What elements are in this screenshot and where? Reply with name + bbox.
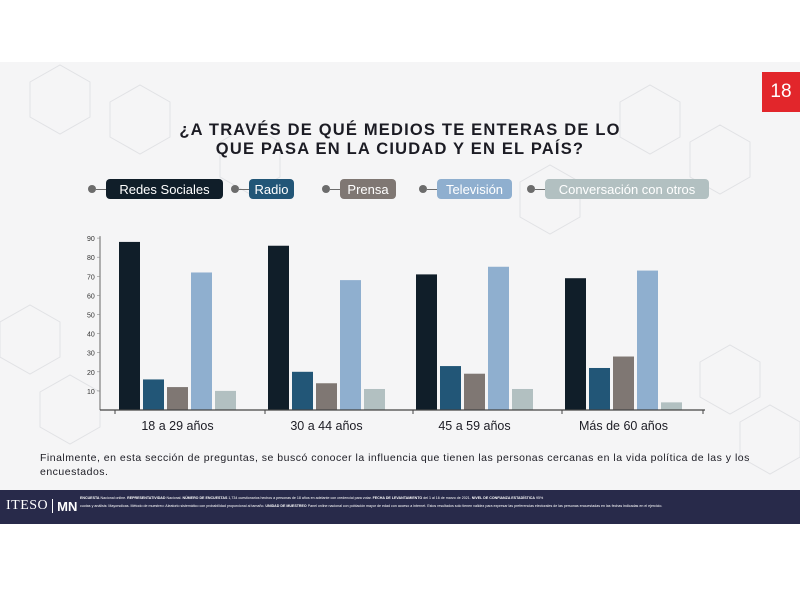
x-category-label: 18 a 29 años bbox=[141, 419, 213, 433]
footer-text: Estos resultados solo tienen validez par… bbox=[427, 504, 663, 508]
legend-item-television: Televisión bbox=[419, 178, 512, 200]
page-number-badge: 18 bbox=[762, 72, 800, 112]
bar-4-3 bbox=[488, 266, 509, 410]
footer-label: ENCUESTA bbox=[80, 496, 100, 500]
x-category-label: Más de 60 años bbox=[579, 419, 668, 433]
bar-1-3 bbox=[416, 274, 437, 410]
footer-text: 1,734 cuestionarios hechos a personas de… bbox=[228, 496, 373, 500]
logo-mn: MN bbox=[57, 498, 78, 514]
bar-2-4 bbox=[589, 367, 610, 410]
footnote-text: Finalmente, en esta sección de preguntas… bbox=[40, 452, 750, 478]
y-tick-label: 70 bbox=[87, 274, 95, 281]
bar-4-2 bbox=[340, 280, 361, 410]
legend-item-radio: Radio bbox=[231, 178, 294, 200]
bar-2-3 bbox=[440, 366, 461, 410]
bar-4-4 bbox=[637, 270, 658, 410]
bar-3-1 bbox=[167, 387, 188, 410]
footer-text: Panel online nacional con población mayo… bbox=[307, 504, 428, 508]
chart-title: ¿A TRAVÉS DE QUÉ MEDIOS TE ENTERAS DE LO… bbox=[150, 121, 650, 159]
x-category-label: 30 a 44 años bbox=[290, 419, 362, 433]
footer-methodology-line-1: ENCUESTA Nacional online. REPRESENTATIVI… bbox=[80, 496, 543, 501]
footer-bar bbox=[0, 490, 800, 524]
footer-text: Nacional. bbox=[166, 496, 183, 500]
hexagon-pattern bbox=[0, 64, 800, 475]
chart-legend: Redes Sociales Radio Prensa Televisión C… bbox=[0, 178, 800, 200]
y-tick-label: 10 bbox=[87, 389, 95, 396]
legend-bullet-icon bbox=[527, 185, 535, 193]
footer-text: cuotas y análisis: Mayorsdicas. Método d… bbox=[80, 504, 266, 508]
bar-5-1 bbox=[215, 390, 236, 410]
legend-item-prensa: Prensa bbox=[322, 178, 396, 200]
iteso-mn-logo: ITESO MN bbox=[6, 496, 77, 516]
bar-2-1 bbox=[143, 379, 164, 410]
bar-3-2 bbox=[316, 383, 337, 410]
legend-label-conversacion: Conversación con otros bbox=[545, 179, 709, 199]
bar-5-3 bbox=[512, 388, 533, 410]
y-tick-label: 20 bbox=[87, 370, 95, 377]
bar-5-4 bbox=[661, 402, 682, 410]
chart-title-line-2: QUE PASA EN LA CIUDAD Y EN EL PAÍS? bbox=[215, 140, 585, 158]
chart-title-line-1: ¿A TRAVÉS DE QUÉ MEDIOS TE ENTERAS DE LO bbox=[179, 121, 621, 139]
legend-bullet-icon bbox=[419, 185, 427, 193]
y-tick-label: 40 bbox=[87, 332, 95, 339]
y-tick-label: 30 bbox=[87, 351, 95, 358]
bar-1-4 bbox=[565, 278, 586, 410]
bar-5-2 bbox=[364, 388, 385, 410]
bar-3-4 bbox=[613, 356, 634, 410]
logo-iteso: ITESO bbox=[6, 498, 49, 513]
footer-label: NIVEL DE CONFIANZA ESTADÍSTICA bbox=[471, 496, 535, 500]
legend-bullet-icon bbox=[322, 185, 330, 193]
footer-text: del 1 al 16 de marzo de 2021. bbox=[423, 496, 472, 500]
bar-2-2 bbox=[292, 371, 313, 410]
legend-item-conversacion: Conversación con otros bbox=[527, 178, 709, 200]
bar-1-1 bbox=[119, 241, 140, 410]
footer-text: Nacional online. bbox=[100, 496, 128, 500]
legend-item-redes-sociales: Redes Sociales bbox=[88, 178, 223, 200]
footer-methodology-line-2: cuotas y análisis: Mayorsdicas. Método d… bbox=[80, 504, 662, 509]
y-tick-label: 90 bbox=[87, 236, 95, 243]
legend-bullet-icon bbox=[88, 185, 96, 193]
y-tick-label: 80 bbox=[87, 255, 95, 262]
footer-text: 95% bbox=[535, 496, 544, 500]
y-tick-label: 60 bbox=[87, 293, 95, 300]
y-tick-label: 50 bbox=[87, 313, 95, 320]
legend-label-television: Televisión bbox=[437, 179, 512, 199]
legend-label-redes-sociales: Redes Sociales bbox=[106, 179, 223, 199]
footer-label: NÚMERO DE ENCUESTAS bbox=[182, 496, 228, 500]
legend-bullet-icon bbox=[231, 185, 239, 193]
legend-label-radio: Radio bbox=[249, 179, 294, 199]
footer-label: UNIDAD DE MUESTREO bbox=[265, 504, 307, 508]
bar-4-1 bbox=[191, 272, 212, 410]
footer-label: FECHA DE LEVANTAMIENTO bbox=[372, 496, 423, 500]
bar-1-2 bbox=[268, 245, 289, 410]
footer-label: REPRESENTATIVIDAD bbox=[127, 496, 166, 500]
bar-3-3 bbox=[464, 373, 485, 410]
legend-label-prensa: Prensa bbox=[340, 179, 396, 199]
x-category-label: 45 a 59 años bbox=[438, 419, 510, 433]
